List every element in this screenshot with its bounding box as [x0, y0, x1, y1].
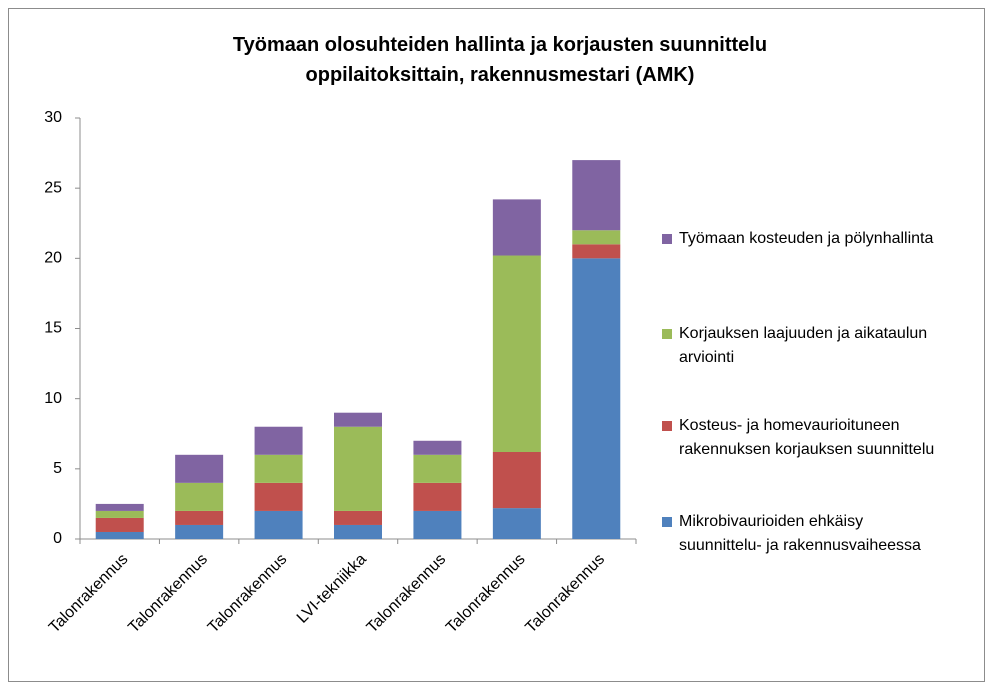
y-tick-label: 25 — [44, 179, 62, 196]
bar-segment — [492, 451, 541, 509]
bar-segment — [334, 426, 382, 511]
legend-item: Korjauksen laajuuden ja aikataulun arvio… — [662, 322, 942, 370]
bar-segment — [175, 510, 224, 525]
bar-segment — [413, 510, 462, 539]
bar-segment — [572, 244, 621, 259]
bar-segment — [492, 255, 541, 452]
legend-label: Kosteus- ja homevaurioituneen rakennukse… — [679, 417, 935, 458]
bar-segment — [175, 524, 224, 539]
legend-item: Työmaan kosteuden ja pölynhallinta — [662, 227, 942, 251]
legend-swatch — [662, 421, 672, 431]
y-tick-label: 15 — [44, 320, 62, 337]
x-tick-label: Talonrakennus — [46, 551, 132, 637]
bar-segment — [254, 426, 303, 455]
legend-item: Kosteus- ja homevaurioituneen rakennukse… — [662, 414, 942, 462]
bar-segment — [334, 510, 382, 525]
x-tick-label: LVI-tekniikka — [294, 551, 370, 627]
bar-segment — [95, 510, 144, 518]
bar-segment — [95, 531, 144, 539]
y-tick-label: 20 — [44, 250, 62, 267]
bar-segment — [334, 524, 382, 539]
legend-swatch — [662, 234, 672, 244]
bar-segment — [572, 258, 621, 539]
bar-segment — [254, 510, 303, 539]
legend-label: Työmaan kosteuden ja pölynhallinta — [679, 230, 934, 247]
bar-segment — [95, 503, 144, 511]
bar-segment — [413, 440, 462, 455]
bar-segment — [95, 517, 144, 532]
bar-segment — [413, 482, 462, 511]
legend-label: Korjauksen laajuuden ja aikataulun arvio… — [679, 325, 928, 366]
chart-border — [8, 8, 985, 682]
bar-segment — [254, 482, 303, 511]
bar-segment — [254, 454, 303, 483]
y-tick-label: 0 — [53, 530, 62, 547]
legend-swatch — [662, 329, 672, 339]
x-tick-label: Talonrakennus — [522, 551, 608, 637]
bar-segment — [492, 199, 541, 256]
chart-title: Työmaan olosuhteiden hallinta ja korjaus… — [232, 34, 768, 86]
x-tick-label: Talonrakennus — [364, 551, 450, 637]
y-tick-label: 10 — [44, 390, 62, 407]
legend-swatch — [662, 517, 672, 527]
bar-segment — [572, 230, 621, 245]
legend-item: Mikrobivaurioiden ehkäisy suunnittelu- j… — [662, 510, 942, 558]
bar-segment — [334, 412, 382, 427]
bar-segment — [175, 454, 224, 483]
bar-segment — [572, 160, 621, 231]
x-tick-label: Talonrakennus — [205, 551, 291, 637]
x-tick-label: Talonrakennus — [443, 551, 529, 637]
y-tick-label: 5 — [53, 460, 62, 477]
x-tick-label: Talonrakennus — [125, 551, 211, 637]
bar-segment — [492, 508, 541, 539]
legend-label: Mikrobivaurioiden ehkäisy suunnittelu- j… — [679, 513, 921, 554]
y-tick-label: 30 — [44, 109, 62, 126]
bar-segment — [413, 454, 462, 483]
bar-segment — [175, 482, 224, 511]
